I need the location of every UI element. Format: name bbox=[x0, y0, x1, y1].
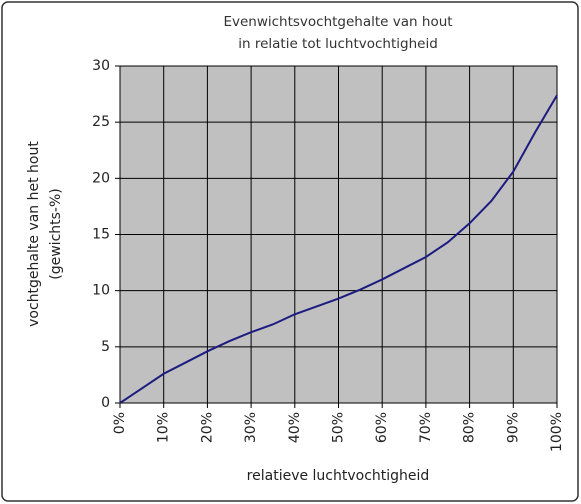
chart-title: in relatie tot luchtvochtigheid bbox=[238, 36, 438, 52]
x-tick-label: 60% bbox=[374, 412, 390, 443]
y-tick-label: 30 bbox=[92, 58, 110, 74]
y-tick-label: 25 bbox=[92, 114, 110, 130]
y-tick-label: 10 bbox=[92, 283, 110, 299]
x-tick-label: 40% bbox=[287, 412, 303, 443]
y-tick-label: 5 bbox=[101, 339, 110, 355]
x-tick-label: 80% bbox=[462, 412, 478, 443]
x-tick-label: 0% bbox=[112, 412, 128, 434]
chart-title: Evenwichtsvochtgehalte van hout bbox=[223, 14, 452, 30]
x-tick-label: 10% bbox=[156, 412, 172, 443]
y-tick-label: 15 bbox=[92, 227, 110, 243]
x-tick-label: 30% bbox=[243, 412, 259, 443]
x-tick-label: 50% bbox=[331, 412, 347, 443]
y-axis-label: vochtgehalte van het hout bbox=[26, 141, 42, 327]
x-axis-label: relatieve luchtvochtigheid bbox=[247, 468, 430, 484]
y-axis-label: (gewichts-%) bbox=[48, 188, 64, 279]
x-tick-label: 20% bbox=[199, 412, 215, 443]
y-tick-label: 20 bbox=[92, 170, 110, 186]
x-tick-label: 100% bbox=[549, 412, 565, 452]
y-tick-label: 0 bbox=[101, 395, 110, 411]
x-tick-label: 70% bbox=[418, 412, 434, 443]
x-tick-label: 90% bbox=[505, 412, 521, 443]
data-line bbox=[119, 94, 558, 404]
